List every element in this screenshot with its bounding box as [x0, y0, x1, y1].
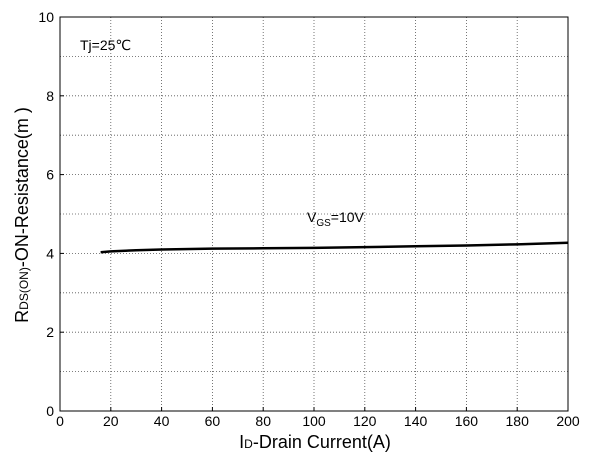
- y-tick-label: 10: [38, 9, 54, 25]
- x-axis-label: ID-Drain Current(A): [239, 432, 391, 452]
- y-axis-label-main: R: [12, 310, 32, 323]
- y-axis-label-rest: -ON-Resistance(m ): [12, 107, 32, 267]
- x-tick-label: 140: [404, 413, 428, 429]
- series-layer: [100, 241, 569, 254]
- x-axis-label-sub: D: [244, 437, 253, 451]
- y-axis-label: RDS(ON)-ON-Resistance(m ): [12, 107, 32, 323]
- x-tick-label: 20: [103, 413, 119, 429]
- x-tick-label: 160: [455, 413, 479, 429]
- vgs-annotation-main: V: [307, 209, 317, 225]
- x-tick-label: 120: [353, 413, 377, 429]
- x-tick-label: 80: [255, 413, 271, 429]
- x-axis-label-main: I: [239, 432, 244, 452]
- y-tick-label: 4: [46, 245, 54, 261]
- tick-layer: 0 20 40 60 80 100 120 140 160 180 200 0 2 4 6 8 10: [38, 9, 579, 429]
- x-tick-label: 100: [302, 413, 326, 429]
- x-tick-label: 200: [556, 413, 580, 429]
- x-tick-label: 40: [154, 413, 170, 429]
- y-axis-label-sub: DS(ON): [17, 267, 31, 310]
- x-tick-label: 0: [56, 413, 64, 429]
- x-axis-label-rest: -Drain Current(A): [253, 432, 391, 452]
- x-tick-label: 180: [506, 413, 530, 429]
- y-tick-label: 6: [46, 167, 54, 183]
- vgs-annotation-rest: =10V: [331, 209, 365, 225]
- series-line-vgs-10v: [100, 241, 569, 254]
- y-tick-label: 0: [46, 403, 54, 419]
- y-tick-label: 2: [46, 324, 54, 340]
- x-tick-label: 60: [205, 413, 221, 429]
- grid-layer: [60, 17, 568, 411]
- y-tick-label: 8: [46, 88, 54, 104]
- vgs-annotation: VGS=10V: [307, 209, 365, 229]
- vgs-annotation-sub: GS: [316, 218, 331, 229]
- temperature-annotation: Tj=25℃: [80, 37, 131, 53]
